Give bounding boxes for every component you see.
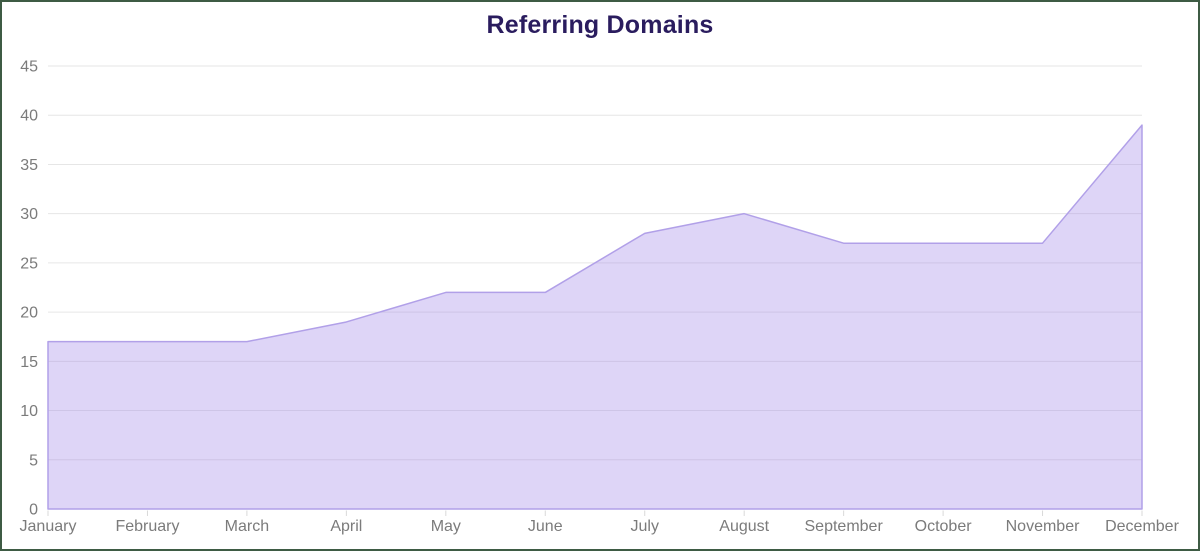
x-tick-label: June bbox=[528, 518, 563, 535]
x-tick-label: May bbox=[431, 518, 461, 535]
x-tick-label: April bbox=[330, 518, 362, 535]
y-tick-label: 10 bbox=[20, 403, 38, 420]
y-tick-label: 25 bbox=[20, 255, 38, 272]
y-tick-label: 30 bbox=[20, 206, 38, 223]
y-tick-label: 5 bbox=[29, 452, 38, 469]
y-tick-label: 40 bbox=[20, 108, 38, 125]
x-tick-label: November bbox=[1006, 518, 1080, 535]
x-tick-label: December bbox=[1105, 518, 1179, 535]
x-tick-label: March bbox=[225, 518, 269, 535]
x-tick-label: July bbox=[631, 518, 659, 535]
x-tick-label: August bbox=[719, 518, 769, 535]
x-tick-label: October bbox=[915, 518, 973, 535]
area-series bbox=[47, 124, 1143, 510]
x-tick-label: September bbox=[805, 518, 884, 535]
chart-title: Referring Domains bbox=[486, 11, 714, 39]
y-tick-label: 20 bbox=[20, 305, 38, 322]
x-tick-label: February bbox=[115, 518, 179, 535]
x-tick-label: January bbox=[20, 518, 77, 535]
y-tick-label: 15 bbox=[20, 354, 38, 371]
y-tick-label: 0 bbox=[29, 502, 38, 519]
y-tick-label: 45 bbox=[20, 59, 38, 76]
y-tick-label: 35 bbox=[20, 157, 38, 174]
